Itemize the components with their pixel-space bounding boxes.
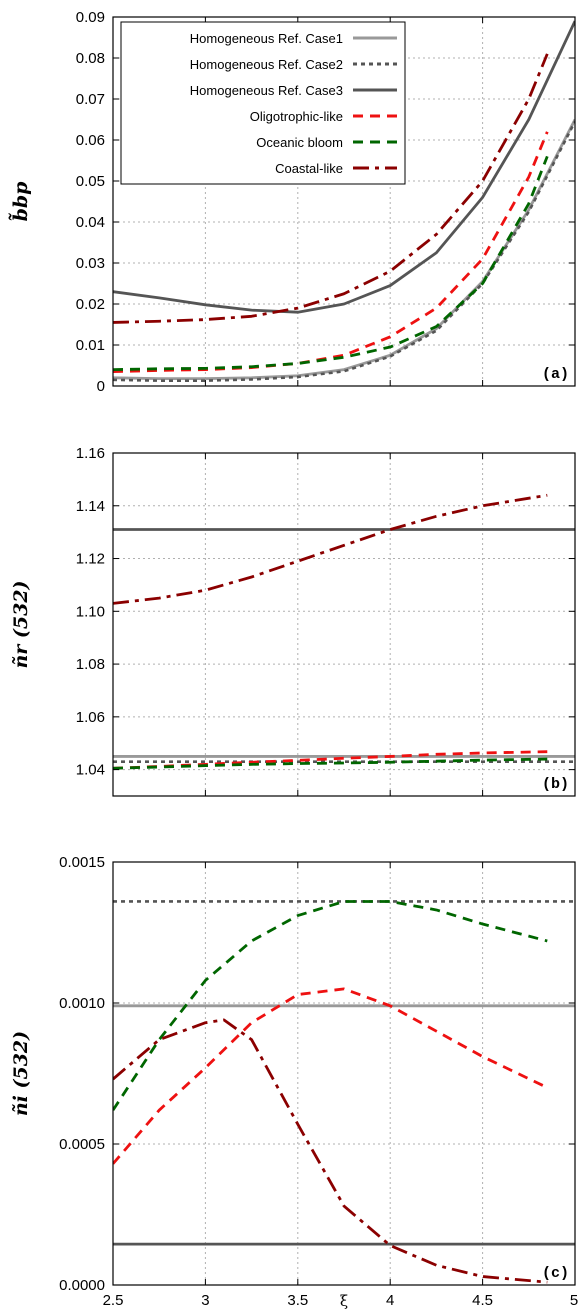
legend-label: Coastal-like [275, 161, 343, 176]
series-group [113, 20, 575, 382]
y-tick-label: 0.0010 [59, 995, 105, 1012]
y-tick-label: 0.0005 [59, 1136, 105, 1153]
y-tick-label: 1.12 [76, 551, 105, 568]
plot-frame [112, 16, 576, 387]
series-line-5 [113, 493, 548, 605]
legend-label: Homogeneous Ref. Case1 [190, 31, 343, 46]
y-tick-label: 0.05 [76, 173, 105, 190]
legend-label: Oceanic bloom [256, 135, 343, 150]
series-line-3 [113, 987, 548, 1165]
y-tick-label: 0.08 [76, 50, 105, 67]
y-tick-label: 0.06 [76, 132, 105, 149]
x-tick-label: 3.5 [287, 1292, 308, 1309]
series-line-oceanic-bloom [113, 155, 549, 371]
series-line-homogeneous-ref-case1 [113, 118, 575, 381]
x-tick-label: 5 [570, 1292, 578, 1309]
legend-box [120, 21, 406, 185]
y-tick-label: 0.07 [76, 91, 105, 108]
panel-3: 0.0000 0.0005 0.0010 0.0015 2.5 3 3.5 4 4.5 5(c) ñ… [10, 854, 578, 1310]
y-tick-label: 0.02 [76, 296, 105, 313]
panel-2: 1.04 1.06 1.08 1.10 1.12 1.14 1.16 (b) ñr (532) [10, 445, 576, 797]
y-tick-label: 1.08 [76, 656, 105, 673]
y-tick-label: 0.0000 [59, 1277, 105, 1294]
y-tick-label: 1.14 [76, 498, 105, 515]
y-axis-label: ñr (532) [10, 580, 32, 668]
y-tick-label: 1.06 [76, 709, 105, 726]
panel-label: (a) [542, 366, 569, 383]
legend-label: Homogeneous Ref. Case3 [190, 83, 343, 98]
y-tick-label: 0.01 [76, 337, 105, 354]
plot-frame [112, 861, 576, 1286]
x-axis-label: ξ [340, 1292, 348, 1310]
y-axis-label: b̃bp [9, 181, 32, 222]
series-line-coastal-like [113, 53, 549, 324]
y-tick-label: 0.03 [76, 255, 105, 272]
y-tick-label: 0.0015 [59, 854, 105, 871]
y-tick-label: 1.04 [76, 762, 105, 779]
panel-label: (c) [542, 1265, 569, 1282]
x-tick-label: 4.5 [472, 1292, 493, 1309]
series-group [113, 900, 575, 1284]
series-line-4 [113, 757, 548, 770]
y-tick-label: 1.16 [76, 445, 105, 462]
x-tick-label: 3 [201, 1292, 209, 1309]
legend: Homogeneous Ref. Case1 Homogeneous Ref. C… [120, 21, 406, 185]
panel-label: (b) [542, 776, 569, 793]
y-tick-label: 0.04 [76, 214, 105, 231]
x-tick-label: 4 [386, 1292, 394, 1309]
y-tick-label: 1.10 [76, 603, 105, 620]
series-line-homogeneous-ref-case2 [113, 120, 575, 382]
y-tick-label: 0 [97, 378, 105, 395]
y-axis-label: ñi (532) [10, 1031, 32, 1116]
legend-label: Oligotrophic-like [250, 109, 343, 124]
series-group [113, 493, 575, 770]
series-line-homogeneous-ref-case3 [113, 20, 575, 314]
series-line-4 [113, 900, 548, 1111]
series-line-5 [113, 1018, 548, 1284]
panel-1: 0 0.01 0.02 0.03 0.04 0.05 0.06 0.07 0.08 0.09 (a)… [9, 9, 576, 395]
y-tick-label: 0.09 [76, 9, 105, 26]
x-tick-label: 2.5 [103, 1292, 124, 1309]
legend-label: Homogeneous Ref. Case2 [190, 57, 343, 72]
plot-frame [112, 452, 576, 797]
